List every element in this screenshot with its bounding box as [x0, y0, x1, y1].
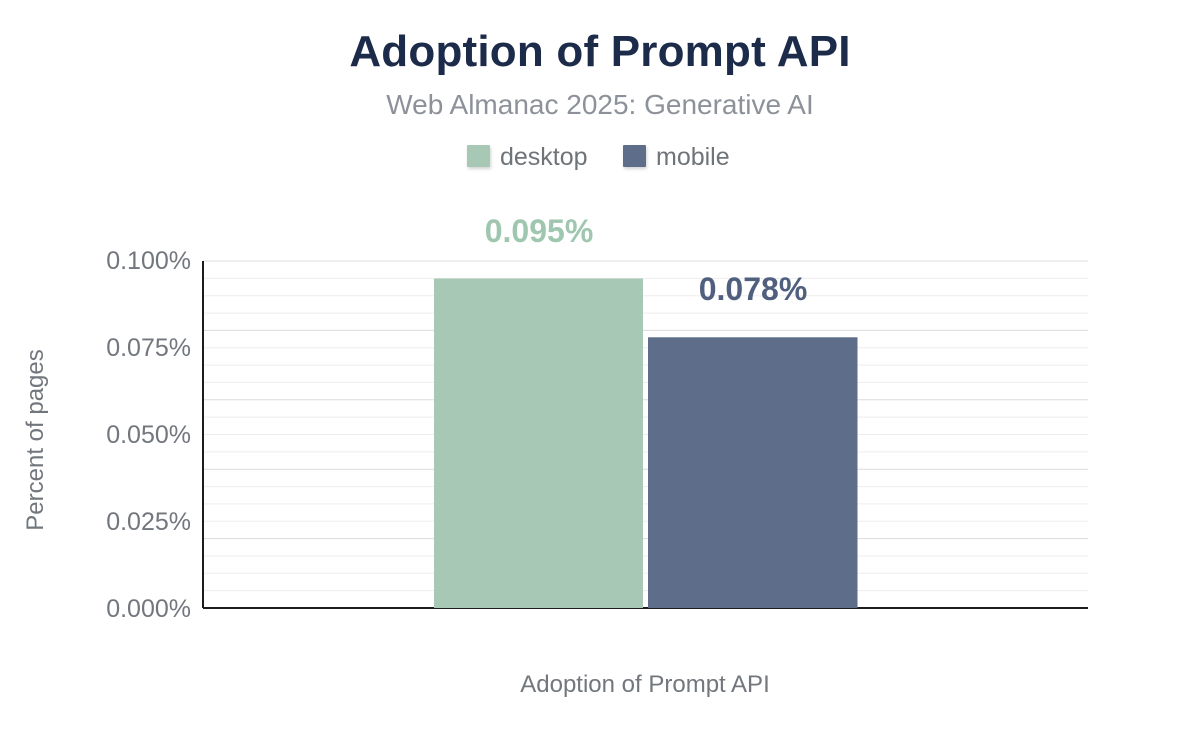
svg-text:0.000%: 0.000%	[106, 595, 191, 623]
svg-text:Percent of pages: Percent of pages	[22, 349, 49, 530]
svg-text:0.100%: 0.100%	[106, 247, 191, 275]
svg-text:0.025%: 0.025%	[106, 508, 191, 536]
svg-text:0.075%: 0.075%	[106, 334, 191, 362]
svg-text:0.095%: 0.095%	[485, 213, 594, 249]
svg-text:0.050%: 0.050%	[106, 421, 191, 449]
svg-text:Adoption of Prompt API: Adoption of Prompt API	[520, 671, 769, 698]
svg-text:0.078%: 0.078%	[699, 271, 808, 307]
